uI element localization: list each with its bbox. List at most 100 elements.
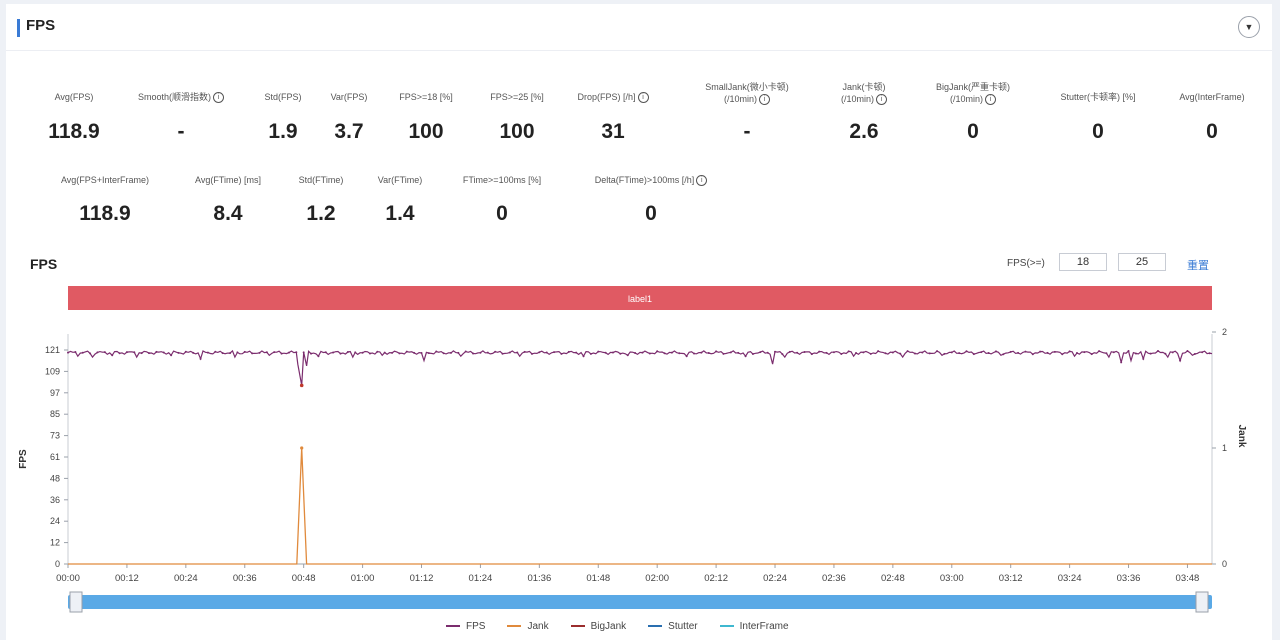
metric-label: Avg(FTime) [ms]	[194, 175, 261, 185]
label-band[interactable]	[68, 286, 1212, 310]
threshold-input-1[interactable]	[1059, 253, 1107, 271]
zoom-handle-left[interactable]	[69, 591, 83, 613]
metric-label: Var(FPS)	[330, 92, 368, 102]
jank-series-line	[68, 447, 1212, 565]
fps-point	[1031, 353, 1034, 356]
row1-metric: FPS>=25 [%] 100	[437, 91, 597, 144]
fps-point	[943, 352, 946, 355]
legend-item-interframe[interactable]: InterFrame	[719, 621, 789, 632]
x-tick-label: 01:12	[410, 573, 434, 584]
threshold-input-2[interactable]	[1118, 253, 1166, 271]
y-tick-label: 0	[55, 559, 60, 569]
y-tick-label: 12	[50, 538, 60, 548]
fps-point	[1046, 351, 1049, 354]
y-tick-label: 121	[45, 345, 60, 355]
fps-point	[103, 351, 106, 354]
fps-point	[582, 355, 585, 358]
metric-label: Smooth(顺滑指数) i	[101, 91, 261, 104]
legend-label: Stutter	[668, 621, 698, 632]
fps-point	[1208, 352, 1211, 355]
fps-point	[472, 352, 475, 355]
fps-point	[287, 351, 290, 354]
fps-point	[818, 350, 821, 353]
fps-point	[1134, 352, 1137, 355]
metric-value: 31	[601, 120, 625, 144]
fps-point	[589, 352, 592, 355]
fps-point	[206, 351, 209, 354]
metric-label: Avg(FPS)	[54, 92, 94, 102]
fps-point	[810, 353, 813, 356]
fps-point	[1201, 351, 1204, 354]
metric-label: FTime>=100ms [%]	[462, 175, 542, 185]
fps-point	[192, 351, 195, 354]
fps-point	[324, 351, 327, 354]
x-tick-label: 03:12	[999, 573, 1023, 584]
fps-point	[442, 352, 445, 355]
fps-point	[663, 352, 666, 355]
info-icon[interactable]: i	[637, 92, 649, 104]
metric-label: Stutter(卡顿率) [%]	[1060, 92, 1136, 102]
fps-point	[766, 351, 769, 354]
metric-label: SmallJank(微小卡顿)	[705, 82, 789, 92]
legend-label: Jank	[527, 621, 549, 632]
info-icon[interactable]: i	[213, 92, 224, 104]
metric-value: 3.7	[334, 120, 364, 143]
row1-metric: Stutter(卡顿率) [%] 0	[1018, 91, 1178, 144]
fps-point	[125, 351, 128, 354]
fps-point	[538, 351, 541, 354]
row2-metric: Std(FTime) 1.2	[241, 174, 401, 226]
legend-swatch	[446, 625, 460, 628]
metric-label-unit: (/10min) i	[784, 93, 944, 106]
chevron-down-icon[interactable]: ▼	[1238, 16, 1260, 38]
fps-point	[1186, 350, 1189, 353]
metric-label-unit: (/10min) i	[893, 93, 1053, 106]
y-axis-title: FPS	[18, 449, 29, 469]
info-icon[interactable]: i	[876, 94, 887, 106]
info-icon[interactable]: i	[759, 94, 770, 106]
fps-point	[508, 351, 511, 354]
jank-peak-point	[300, 446, 304, 450]
row1-metric: SmallJank(微小卡顿) (/10min) i -	[667, 81, 827, 144]
zoom-handle-right[interactable]	[1195, 591, 1209, 613]
fps-point	[516, 351, 519, 354]
fps-point	[435, 350, 438, 353]
y-tick-label: 61	[50, 452, 60, 462]
fps-point	[354, 351, 357, 354]
fps-point	[921, 351, 924, 354]
row2-metric: Avg(FTime) [ms] 8.4	[148, 174, 308, 226]
legend-item-stutter[interactable]: Stutter	[648, 621, 698, 632]
fps-point	[280, 352, 283, 355]
y-tick-label: 36	[50, 495, 60, 505]
fps-point	[464, 350, 467, 353]
row2-metric: Delta(FTime)>100ms [/h] i 0	[571, 174, 731, 226]
legend-item-bigjank[interactable]: BigJank	[570, 621, 626, 632]
info-icon[interactable]: i	[985, 94, 996, 106]
row1-metric: Std(FPS) 1.9	[203, 91, 363, 144]
fps-point	[1009, 350, 1012, 353]
fps-point	[994, 350, 997, 353]
fps-panel: FPS ▼ Avg(FPS) 118.9 Smooth(顺滑指数) i - Std(FPS…	[6, 4, 1272, 640]
zoom-slider-track[interactable]	[68, 595, 1212, 609]
fps-point	[965, 350, 968, 353]
y2-tick-label: 1	[1222, 443, 1227, 453]
fps-point	[1083, 351, 1086, 354]
fps-point	[950, 351, 953, 354]
row1-metric: Avg(FPS) 118.9	[0, 91, 154, 144]
fps-point	[987, 351, 990, 354]
metric-value: -	[177, 120, 185, 144]
info-icon[interactable]: i	[696, 175, 708, 187]
metric-label: FPS>=25 [%]	[490, 92, 544, 102]
fps-point	[899, 352, 902, 355]
legend-item-fps[interactable]: FPS	[446, 621, 485, 632]
y2-tick-label: 2	[1222, 327, 1227, 337]
x-tick-label: 00:36	[233, 573, 257, 584]
metric-label-unit: (/10min) i	[667, 93, 827, 106]
reset-button[interactable]: 重置	[1187, 260, 1209, 272]
x-tick-label: 03:24	[1058, 573, 1082, 584]
fps-point	[678, 352, 681, 355]
metric-label: Std(FTime)	[298, 175, 344, 185]
y-tick-label: 109	[45, 366, 60, 376]
fps-point	[869, 352, 872, 355]
x-tick-label: 02:00	[645, 573, 669, 584]
legend-item-jank[interactable]: Jank	[507, 621, 549, 632]
